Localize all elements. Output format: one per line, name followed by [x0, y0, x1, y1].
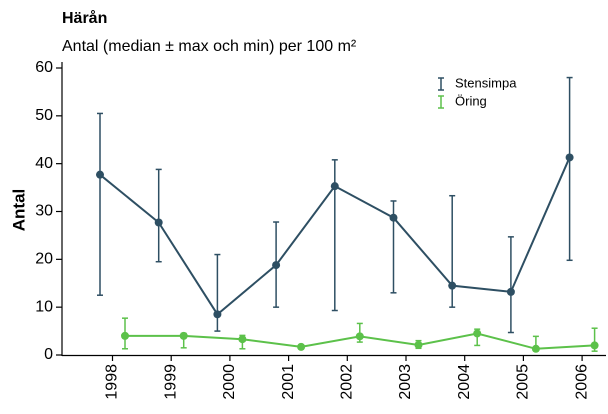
x-tick-label: 1998 [104, 364, 121, 400]
x-tick-label: 2004 [456, 364, 473, 400]
point [272, 261, 281, 270]
error-bar [97, 112, 103, 296]
y-tick-label: 40 [35, 155, 53, 172]
x-tick-label: 2000 [221, 364, 238, 400]
point [473, 329, 482, 338]
point [121, 331, 129, 340]
y-axis-label: Antal [9, 189, 28, 232]
error-bar [566, 76, 573, 262]
point [531, 344, 540, 353]
error-bar [155, 168, 162, 263]
y-tick-label: 60 [35, 59, 53, 76]
legend-label: Öring [455, 93, 487, 108]
point [297, 342, 306, 351]
chart-subtitle: Antal (median ± max och min) per 100 m² [62, 38, 357, 55]
point [565, 153, 574, 162]
point [96, 170, 104, 179]
x-tick-label: 2003 [397, 364, 414, 400]
y-tick-label: 30 [35, 203, 53, 220]
point [448, 281, 457, 290]
error-bar [214, 253, 221, 332]
point [506, 287, 515, 296]
x-tick-label: 1999 [162, 364, 179, 400]
chart-title: Härån [62, 9, 107, 27]
y-tick-label: 0 [44, 346, 53, 363]
point [389, 213, 398, 222]
x-tick-label: 2002 [339, 364, 356, 400]
point [414, 340, 423, 349]
x-tick-label: 2005 [515, 364, 532, 400]
y-tick-label: 50 [35, 107, 53, 124]
y-tick-label: 10 [35, 298, 53, 315]
error-bar [507, 236, 514, 334]
point [330, 182, 339, 191]
point [238, 335, 247, 344]
point [213, 310, 222, 319]
point [355, 332, 364, 341]
error-bar [449, 194, 456, 308]
x-tick-label: 2001 [280, 364, 297, 400]
legend-label: Stensimpa [455, 75, 517, 90]
point [179, 331, 188, 340]
x-tick-label: 2006 [573, 364, 590, 400]
point [590, 341, 599, 350]
y-tick-label: 20 [35, 251, 53, 268]
point [154, 218, 163, 227]
